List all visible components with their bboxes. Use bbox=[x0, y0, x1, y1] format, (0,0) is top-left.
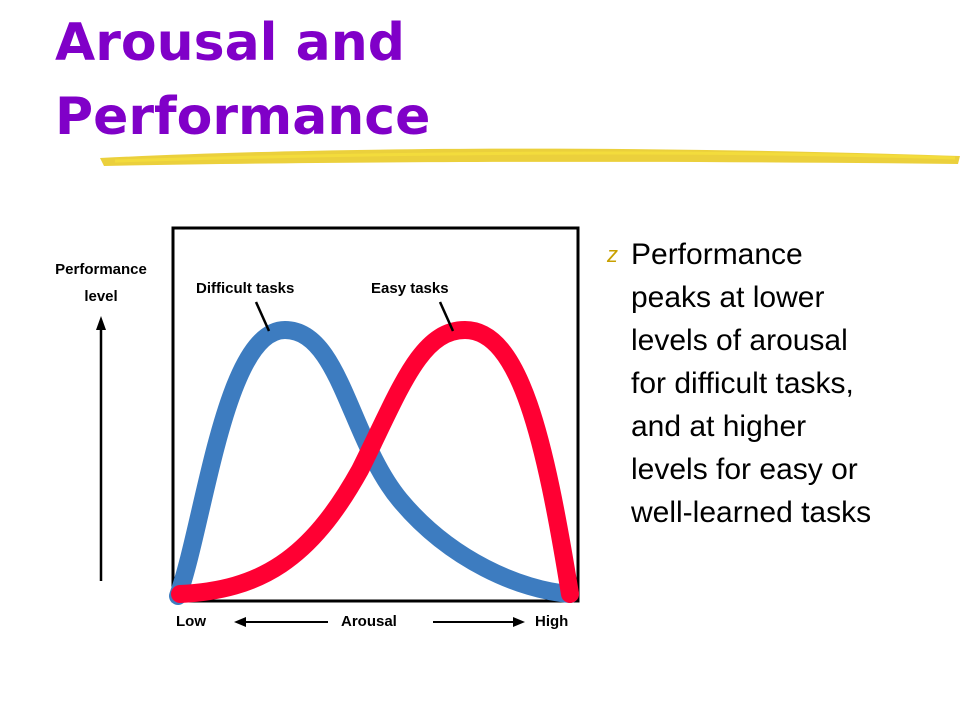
x-arrowhead-right bbox=[513, 617, 525, 627]
curve-label: Difficult tasks bbox=[196, 280, 295, 297]
title-line: Arousal and bbox=[55, 13, 405, 73]
bullet-line: Performance bbox=[631, 238, 803, 271]
bullet-line: well-learned tasks bbox=[631, 496, 872, 529]
curve-label: Easy tasks bbox=[371, 280, 449, 297]
y-arrowhead bbox=[96, 316, 106, 330]
bullet-line: peaks at lower bbox=[631, 281, 825, 314]
y-axis-label: Performance bbox=[55, 261, 147, 278]
bullet-line: levels for easy or bbox=[631, 453, 858, 486]
easy-curve bbox=[171, 320, 579, 603]
x-high-label: High bbox=[535, 613, 569, 630]
diagram-frame bbox=[171, 226, 580, 603]
title-line: Performance bbox=[55, 87, 431, 147]
y-axis-label: level bbox=[84, 288, 118, 305]
x-arrowhead-left bbox=[234, 617, 246, 627]
bullet-line: levels of arousal bbox=[631, 324, 848, 357]
x-low-label: Low bbox=[176, 613, 206, 630]
difficult-leader bbox=[254, 301, 271, 332]
bullet-marker: z bbox=[607, 242, 618, 267]
bullet-line: for difficult tasks, bbox=[631, 367, 854, 400]
title-underline-stroke bbox=[114, 151, 956, 163]
easy-leader bbox=[438, 301, 455, 332]
difficult-curve bbox=[169, 320, 579, 605]
x-axis-label: Arousal bbox=[341, 613, 397, 630]
bullet-line: and at higher bbox=[631, 410, 807, 443]
